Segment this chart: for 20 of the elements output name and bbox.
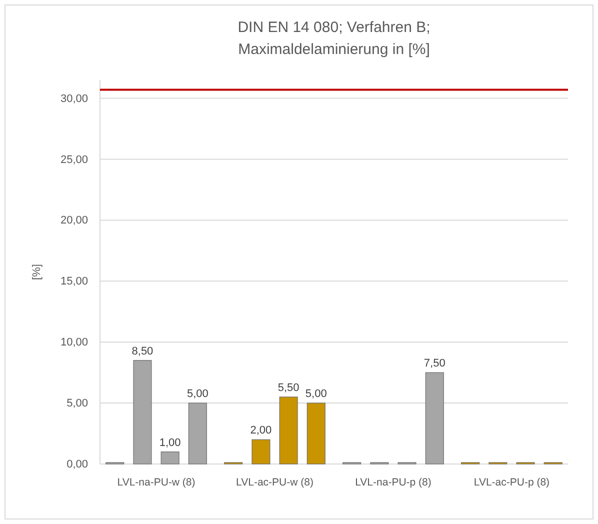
x-tick-label: LVL-na-PU-p (8) — [355, 476, 432, 488]
y-tick-label: 25,00 — [60, 154, 88, 166]
y-tick-label: 5,00 — [66, 398, 88, 410]
y-tick-label: 0,00 — [66, 458, 88, 471]
x-tick-label: LVL-ac-PU-w (8) — [236, 476, 314, 488]
data-label: 5,00 — [186, 388, 208, 400]
y-tick-label: 30,00 — [60, 92, 88, 105]
y-tick-label: 15,00 — [60, 276, 88, 288]
y-tick-label: 20,00 — [60, 214, 88, 227]
data-label: 5,00 — [305, 388, 327, 400]
x-tick-label: LVL-na-PU-w (8) — [117, 476, 196, 488]
data-label: 1,00 — [159, 436, 181, 449]
x-tick-label: LVL-ac-PU-p (8) — [474, 476, 550, 488]
y-axis-title: [%] — [31, 264, 43, 280]
data-label: 7,50 — [424, 358, 446, 370]
data-label: 2,00 — [250, 424, 272, 437]
y-tick-label: 10,00 — [60, 336, 88, 349]
chart-title: DIN EN 14 080; Verfahren B; Maximaldelaminierung in [%] — [238, 19, 430, 58]
data-label: 8,50 — [132, 345, 154, 358]
data-label: 5,50 — [278, 382, 300, 394]
